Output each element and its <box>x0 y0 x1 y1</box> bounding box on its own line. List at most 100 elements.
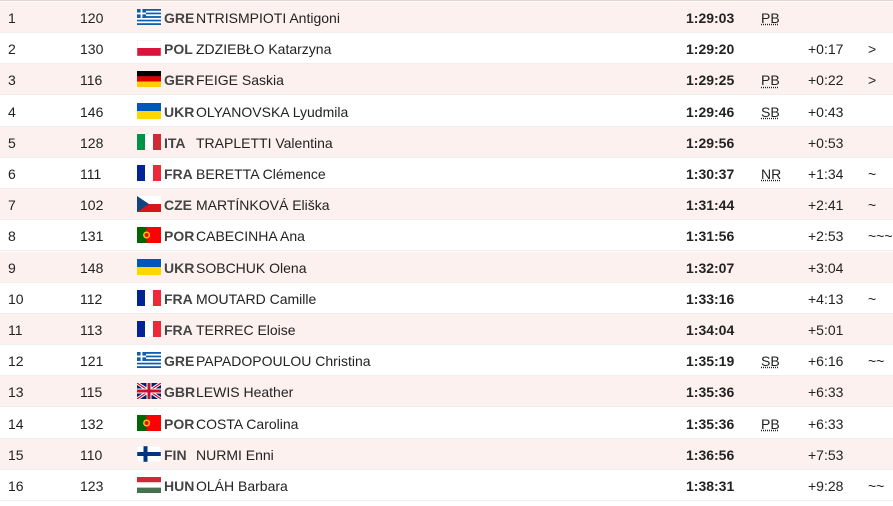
result-row[interactable]: 6 111 FRA BERETTA Clémence 1:30:37 NR +1:34 ~ <box>0 158 893 189</box>
flag <box>137 352 161 368</box>
athlete-name: LEWIS Heather <box>196 384 294 401</box>
bib: 102 <box>80 197 104 214</box>
country-code: GRE <box>164 353 195 370</box>
athlete-name: TERREC Eloise <box>196 322 296 338</box>
country-code: FRA <box>164 322 193 338</box>
gap: +2:53 <box>808 228 844 245</box>
athlete-name: PAPADOPOULOU Christina <box>196 353 371 370</box>
trend: ~ <box>868 166 877 182</box>
bib: 111 <box>80 166 102 182</box>
result-row[interactable]: 7 102 CZE MARTÍNKOVÁ Eliška 1:31:44 +2:41 ~ <box>0 189 893 221</box>
result-row[interactable]: 13 115 GBR LEWIS Heather 1:35:36 +6:33 <box>0 376 893 408</box>
flag <box>137 165 161 181</box>
result-row[interactable]: 2 130 POL ZDZIEBŁO Katarzyna 1:29:20 +0:17 > <box>0 33 893 65</box>
result-row[interactable]: 8 131 POR CABECINHA Ana 1:31:56 +2:53 ~~~ <box>0 220 893 252</box>
gap: +6:33 <box>808 384 844 401</box>
gap: +0:22 <box>808 72 844 89</box>
athlete-name: ZDZIEBŁO Katarzyna <box>196 41 332 58</box>
result-row[interactable]: 1 120 GRE NTRISMPIOTI Antigoni 1:29:03 PB <box>0 2 893 33</box>
flag <box>137 321 161 337</box>
rank: 14 <box>8 415 24 432</box>
time: 1:33:16 <box>686 290 735 307</box>
result-row[interactable]: 4 146 UKR OLYANOVSKA Lyudmila 1:29:46 SB +0:43 <box>0 96 893 127</box>
time: 1:34:04 <box>686 322 735 338</box>
country-code: UKR <box>164 103 195 120</box>
time: 1:32:07 <box>686 259 735 276</box>
rank: 7 <box>8 197 16 214</box>
rank: 2 <box>8 41 16 58</box>
athlete-name: COSTA Carolina <box>196 415 299 432</box>
athlete-name: MARTÍNKOVÁ Eliška <box>196 197 330 214</box>
gap: +0:17 <box>808 41 844 58</box>
record: PB <box>761 10 780 26</box>
rank: 15 <box>8 446 24 463</box>
flag <box>137 259 161 275</box>
flag <box>137 103 161 119</box>
trend: ~~~ <box>868 228 893 245</box>
result-row[interactable]: 10 112 FRA MOUTARD Camille 1:33:16 +4:13 ~ <box>0 283 893 314</box>
rank: 1 <box>8 10 16 26</box>
country-code: POL <box>164 41 193 58</box>
result-row[interactable]: 5 128 ITA TRAPLETTI Valentina 1:29:56 +0:53 <box>0 126 893 158</box>
flag <box>137 227 161 243</box>
gap: +6:16 <box>808 353 844 370</box>
rank: 13 <box>8 384 24 401</box>
bib: 146 <box>80 103 104 120</box>
gap: +4:13 <box>808 290 844 307</box>
time: 1:29:03 <box>686 10 735 26</box>
gap: +6:33 <box>808 415 844 432</box>
result-row[interactable]: 11 113 FRA TERREC Eloise 1:34:04 +5:01 <box>0 314 893 345</box>
bib: 123 <box>80 478 104 494</box>
rank: 6 <box>8 166 16 182</box>
country-code: FRA <box>164 290 193 307</box>
time: 1:29:56 <box>686 134 735 151</box>
record: SB <box>761 103 780 120</box>
flag <box>137 290 161 306</box>
athlete-name: SOBCHUK Olena <box>196 259 307 276</box>
time: 1:30:37 <box>686 166 735 182</box>
bib: 112 <box>80 290 103 307</box>
country-code: ITA <box>164 134 186 151</box>
rank: 10 <box>8 290 24 307</box>
rank: 3 <box>8 72 16 89</box>
flag <box>137 446 161 462</box>
rank: 9 <box>8 259 16 276</box>
result-row[interactable]: 16 123 HUN OLÁH Barbara 1:38:31 +9:28 ~~ <box>0 470 893 501</box>
bib: 130 <box>80 41 104 58</box>
time: 1:31:56 <box>686 228 735 245</box>
athlete-name: BERETTA Clémence <box>196 166 326 182</box>
athlete-name: FEIGE Saskia <box>196 72 284 89</box>
athlete-name: NURMI Enni <box>196 446 274 463</box>
time: 1:29:20 <box>686 41 735 58</box>
time: 1:35:36 <box>686 415 735 432</box>
flag <box>137 477 161 493</box>
time: 1:35:19 <box>686 353 735 370</box>
result-row[interactable]: 12 121 GRE PAPADOPOULOU Christina 1:35:19 SB +… <box>0 345 893 377</box>
result-row[interactable]: 3 116 GER FEIGE Saskia 1:29:25 PB +0:22 > <box>0 64 893 96</box>
flag <box>137 196 161 212</box>
bib: 148 <box>80 259 104 276</box>
bib: 115 <box>80 384 103 401</box>
result-row[interactable]: 9 148 UKR SOBCHUK Olena 1:32:07 +3:04 <box>0 251 893 283</box>
rank: 5 <box>8 134 16 151</box>
athlete-name: NTRISMPIOTI Antigoni <box>196 10 340 26</box>
gap: +9:28 <box>808 478 844 494</box>
rank: 4 <box>8 103 16 120</box>
flag <box>137 415 161 431</box>
bib: 116 <box>80 72 103 89</box>
flag <box>137 40 161 56</box>
country-code: HUN <box>164 478 195 494</box>
rank: 16 <box>8 478 24 494</box>
time: 1:36:56 <box>686 446 735 463</box>
result-row[interactable]: 14 132 POR COSTA Carolina 1:35:36 PB +6:33 <box>0 408 893 439</box>
bib: 128 <box>80 134 104 151</box>
result-row[interactable]: 15 110 FIN NURMI Enni 1:36:56 +7:53 <box>0 438 893 470</box>
record: PB <box>761 415 780 432</box>
flag <box>137 9 161 25</box>
country-code: POR <box>164 228 195 245</box>
time: 1:38:31 <box>686 478 735 494</box>
gap: +7:53 <box>808 446 844 463</box>
country-code: POR <box>164 415 195 432</box>
bib: 113 <box>80 322 103 338</box>
country-code: UKR <box>164 259 195 276</box>
